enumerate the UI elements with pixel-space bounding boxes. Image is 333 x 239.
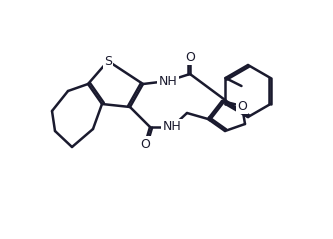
Text: NH: NH (159, 75, 177, 87)
Text: O: O (185, 50, 195, 64)
Text: O: O (237, 99, 247, 113)
Text: S: S (104, 54, 112, 67)
Text: NH: NH (163, 120, 181, 134)
Text: O: O (140, 137, 150, 151)
